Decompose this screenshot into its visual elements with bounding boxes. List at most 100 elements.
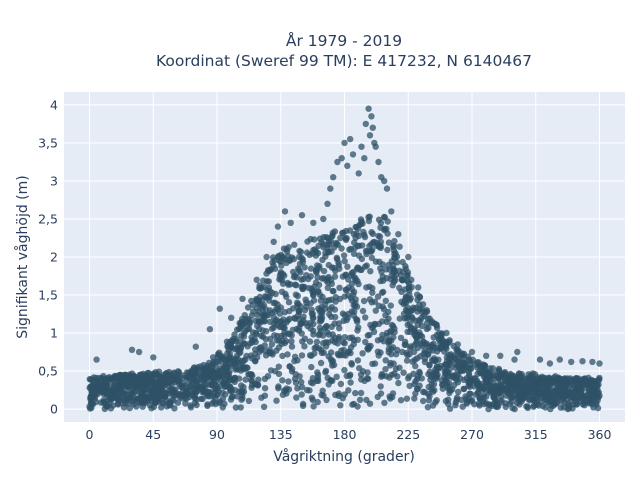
data-point bbox=[406, 382, 413, 390]
data-point bbox=[123, 396, 131, 404]
data-point bbox=[314, 374, 322, 382]
data-point bbox=[308, 363, 315, 371]
data-point bbox=[395, 231, 402, 238]
data-point bbox=[573, 375, 581, 383]
data-point bbox=[228, 393, 235, 401]
data-point bbox=[108, 380, 115, 387]
data-point bbox=[296, 247, 303, 255]
data-point bbox=[260, 313, 268, 321]
x-tick-label: 0 bbox=[86, 427, 94, 442]
data-point bbox=[316, 235, 324, 242]
data-point bbox=[309, 250, 316, 257]
data-point bbox=[476, 383, 484, 391]
data-point bbox=[229, 360, 236, 368]
data-point bbox=[264, 373, 272, 380]
data-point bbox=[581, 402, 588, 409]
data-point bbox=[454, 341, 461, 348]
data-point bbox=[387, 359, 394, 367]
data-point bbox=[430, 372, 438, 379]
data-point bbox=[395, 379, 402, 387]
data-point bbox=[385, 239, 393, 246]
data-point bbox=[313, 266, 320, 273]
data-point bbox=[382, 357, 389, 364]
data-point bbox=[310, 219, 317, 226]
data-point bbox=[324, 245, 331, 252]
data-point bbox=[379, 289, 386, 296]
data-point bbox=[491, 383, 499, 390]
data-point bbox=[248, 384, 255, 391]
data-point bbox=[442, 343, 449, 350]
data-point bbox=[476, 402, 483, 409]
data-point bbox=[374, 337, 382, 344]
data-point bbox=[381, 213, 388, 221]
data-point bbox=[88, 382, 96, 390]
data-point bbox=[258, 284, 265, 292]
data-point bbox=[392, 276, 399, 284]
data-point bbox=[287, 281, 294, 288]
data-point bbox=[150, 354, 157, 361]
data-point bbox=[273, 337, 280, 344]
data-point bbox=[212, 381, 219, 389]
data-point bbox=[372, 307, 379, 314]
data-point bbox=[370, 328, 378, 336]
data-point bbox=[188, 367, 196, 374]
data-point bbox=[307, 235, 314, 243]
data-point bbox=[497, 352, 504, 359]
data-point bbox=[357, 371, 365, 378]
data-point bbox=[180, 372, 187, 379]
data-point bbox=[364, 369, 371, 376]
data-point bbox=[360, 228, 367, 236]
data-point bbox=[298, 391, 305, 398]
data-point bbox=[309, 396, 316, 404]
data-point bbox=[391, 328, 398, 336]
data-point bbox=[329, 337, 336, 344]
data-point bbox=[573, 401, 580, 408]
data-point bbox=[362, 263, 369, 270]
data-point bbox=[392, 365, 400, 372]
data-point bbox=[154, 393, 162, 401]
x-tick-label: 90 bbox=[209, 427, 225, 442]
data-point bbox=[350, 302, 357, 309]
data-point bbox=[355, 232, 363, 240]
data-point bbox=[285, 244, 292, 251]
data-point bbox=[155, 381, 162, 389]
data-point bbox=[303, 299, 310, 306]
data-point bbox=[289, 326, 297, 334]
data-point bbox=[193, 387, 200, 394]
data-point bbox=[334, 241, 341, 248]
data-point bbox=[459, 362, 466, 369]
x-tick-label: 270 bbox=[460, 427, 484, 442]
y-tick-label: 0 bbox=[50, 402, 58, 417]
data-point bbox=[518, 389, 526, 396]
data-point bbox=[192, 343, 199, 350]
data-point bbox=[337, 402, 344, 409]
data-point bbox=[342, 235, 349, 242]
data-point bbox=[340, 252, 348, 259]
data-point bbox=[420, 388, 427, 395]
data-point bbox=[278, 288, 286, 295]
data-point bbox=[309, 375, 317, 382]
data-point bbox=[261, 385, 269, 392]
data-point bbox=[114, 401, 122, 408]
data-point bbox=[330, 288, 337, 295]
data-point bbox=[298, 378, 305, 386]
data-point bbox=[554, 375, 561, 382]
data-point bbox=[368, 229, 375, 236]
data-point bbox=[387, 302, 394, 309]
data-point bbox=[266, 293, 273, 300]
data-point bbox=[369, 289, 376, 296]
data-point bbox=[330, 174, 337, 181]
data-point bbox=[276, 257, 283, 265]
data-point bbox=[445, 362, 452, 369]
data-point bbox=[152, 369, 159, 376]
data-point bbox=[536, 356, 544, 363]
data-point bbox=[381, 399, 388, 406]
data-point bbox=[350, 250, 358, 257]
x-tick-label: 315 bbox=[524, 427, 548, 442]
data-point bbox=[123, 375, 131, 382]
data-point bbox=[139, 390, 146, 397]
data-point bbox=[291, 375, 299, 382]
data-point bbox=[279, 337, 286, 345]
data-point bbox=[248, 339, 256, 346]
data-point bbox=[546, 360, 554, 367]
